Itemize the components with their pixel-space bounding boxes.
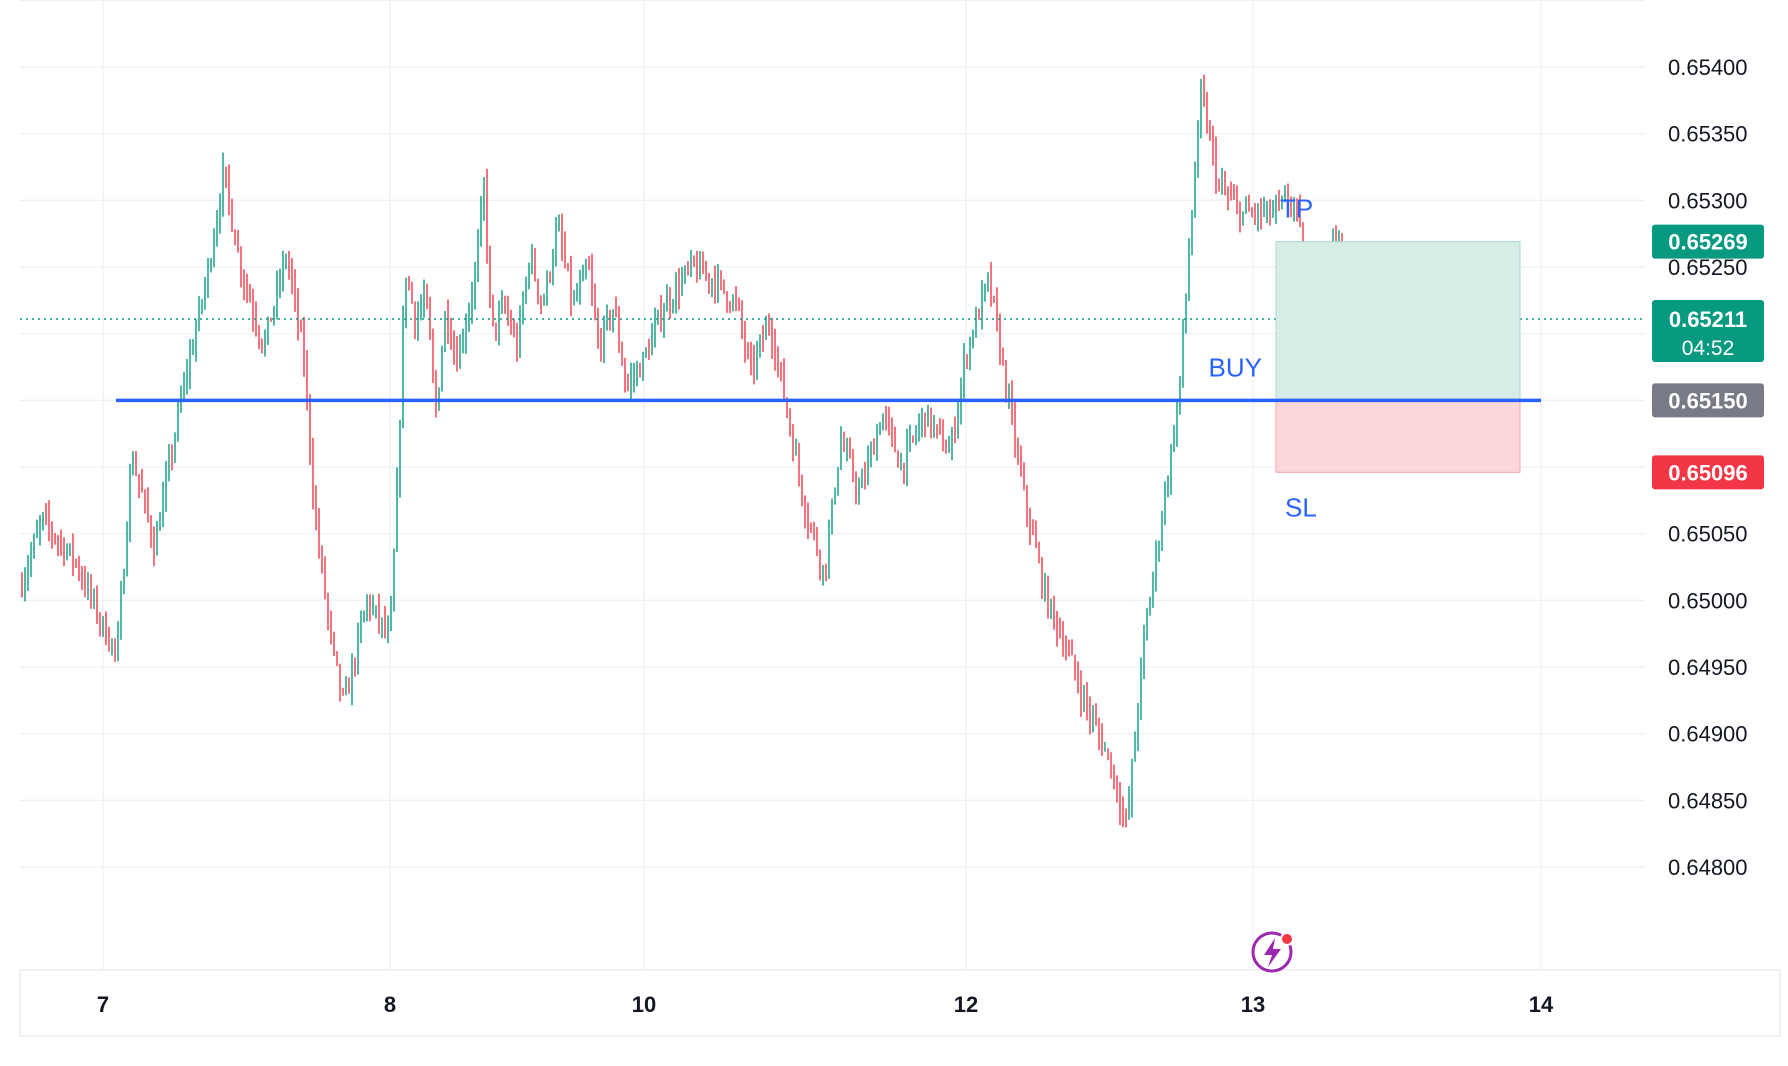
tradingview-flash-icon[interactable] [1251, 931, 1294, 973]
x-tick-label: 12 [954, 992, 978, 1017]
buy-label: BUY [1209, 352, 1262, 382]
sl-price-badge-bg [1652, 455, 1764, 490]
y-tick-label: 0.65300 [1668, 188, 1748, 213]
stop-loss-zone[interactable] [1275, 399, 1521, 473]
y-tick-label: 0.64950 [1668, 655, 1748, 680]
tp-price-badge-bg [1652, 224, 1764, 259]
sl-price-badge: 0.65096 [1668, 460, 1748, 485]
y-tick-label: 0.65350 [1668, 122, 1748, 147]
entry-price-badge-bg [1652, 383, 1764, 418]
y-tick-label: 0.64900 [1668, 722, 1748, 747]
x-tick-label: 8 [384, 992, 396, 1017]
take-profit-zone[interactable] [1275, 241, 1521, 401]
x-tick-label: 13 [1241, 992, 1265, 1017]
y-tick-label: 0.65000 [1668, 588, 1748, 613]
sl-label: SL [1285, 492, 1317, 522]
y-tick-label: 0.64850 [1668, 788, 1748, 813]
x-tick-label: 7 [97, 992, 109, 1017]
current-price-badge: 0.65211 [1669, 307, 1747, 332]
y-tick-label: 0.64800 [1668, 855, 1748, 880]
y-tick-label: 0.65250 [1668, 255, 1748, 280]
grid [20, 0, 1645, 970]
y-tick-label: 0.65050 [1668, 522, 1748, 547]
candles-series [21, 74, 1397, 828]
current-price-badge-countdown: 04:52 [1682, 337, 1735, 360]
position-tool: TP BUY SL [20, 194, 1645, 522]
x-axis-frame [19, 969, 1781, 1037]
time-axis: 7 8 10 12 13 14 [97, 931, 1554, 1017]
tp-label: TP [1280, 194, 1313, 224]
price-axis: 0.65400 0.65350 0.65300 0.65250 0.65050 0.650… [1652, 55, 1764, 880]
flash-icon-bolt [1264, 938, 1281, 967]
notification-dot [1280, 932, 1294, 946]
flash-icon-ring [1251, 931, 1293, 973]
x-tick-label: 14 [1529, 992, 1554, 1017]
current-price-badge-bg [1652, 300, 1764, 362]
y-tick-label: 0.65400 [1668, 55, 1748, 80]
tp-price-badge: 0.65269 [1668, 230, 1748, 255]
x-tick-label: 10 [632, 992, 656, 1017]
entry-price-badge: 0.65150 [1668, 388, 1748, 413]
